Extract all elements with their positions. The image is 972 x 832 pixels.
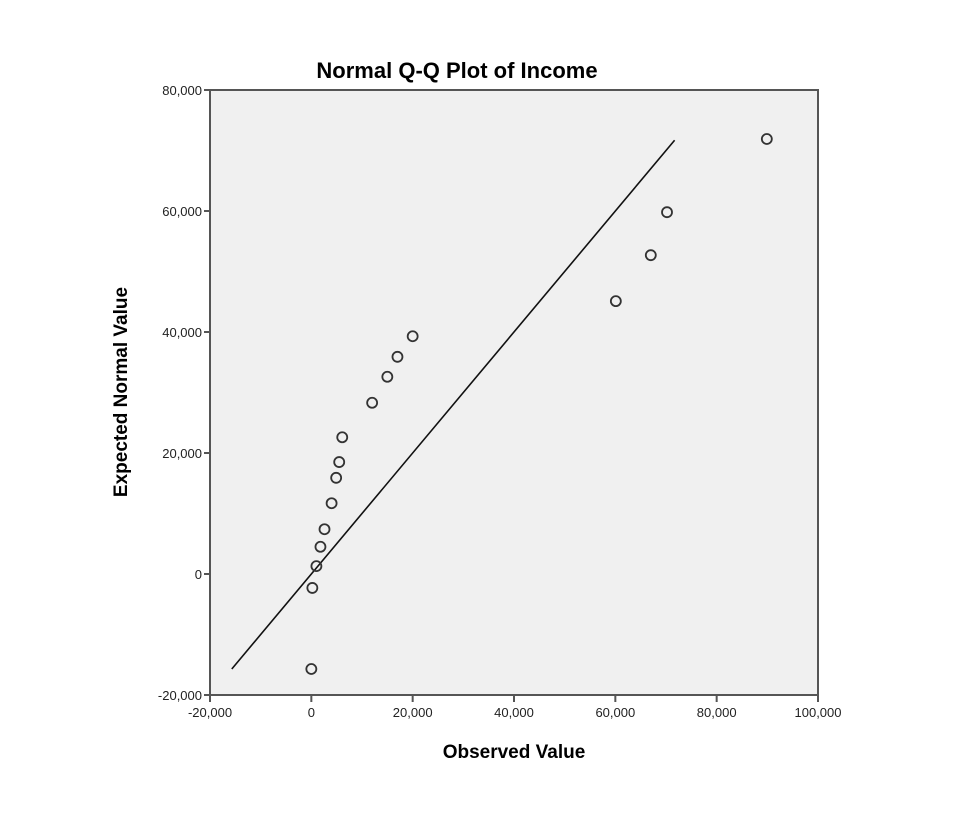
data-points [305, 133, 773, 675]
data-point-marker [760, 133, 773, 145]
data-point-marker [406, 330, 419, 343]
y-tick-label: -20,000 [158, 688, 202, 703]
y-axis-label: Expected Normal Value [111, 287, 132, 497]
data-point-marker [325, 497, 338, 510]
data-point-marker [306, 582, 319, 594]
data-point-marker [333, 456, 346, 468]
x-tick-label: 0 [308, 705, 315, 720]
data-point-marker [310, 560, 323, 573]
x-tick-label: -20,000 [188, 705, 232, 720]
x-tick-label: 100,000 [795, 705, 842, 720]
data-point-marker [644, 249, 657, 262]
y-tick-label: 40,000 [162, 325, 202, 340]
y-tick-label: 60,000 [162, 204, 202, 219]
data-point-marker [609, 295, 622, 308]
data-point-marker [305, 663, 318, 675]
data-point-marker [336, 431, 349, 444]
x-axis: -20,000 0 20,000 40,000 60,000 80,000 100,000 [188, 695, 842, 720]
x-tick-label: 60,000 [595, 705, 635, 720]
data-point-marker [330, 471, 343, 484]
y-tick-label: 20,000 [162, 446, 202, 461]
x-tick-label: 40,000 [494, 705, 534, 720]
reference-line [231, 139, 676, 670]
y-tick-label: 0 [195, 567, 202, 582]
data-point-marker [661, 206, 673, 219]
chart-title: Normal Q-Q Plot of Income [316, 58, 597, 83]
x-axis-label: Observed Value [443, 742, 586, 763]
y-axis: -20,000 0 20,000 40,000 60,000 80,000 [158, 83, 210, 703]
x-tick-label: 80,000 [697, 705, 737, 720]
data-point-marker [318, 523, 331, 536]
plot-area [209, 89, 819, 696]
x-tick-label: 20,000 [393, 705, 433, 720]
y-tick-label: 80,000 [162, 83, 202, 98]
data-point-marker [314, 540, 327, 553]
data-point-marker [366, 396, 379, 409]
data-point-marker [381, 370, 394, 383]
data-point-marker [391, 350, 404, 363]
